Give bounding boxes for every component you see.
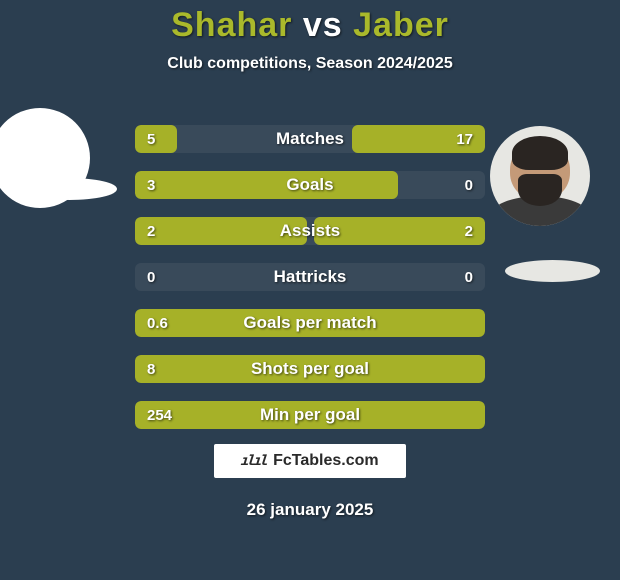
- title-player2: Jaber: [353, 6, 449, 44]
- title-player1: Shahar: [171, 6, 292, 44]
- comparison-bars: 517Matches 30Goals 22Assists 00Hattricks 0.6…: [135, 125, 485, 447]
- player2-avatar: [490, 126, 590, 226]
- bar-row: 254Min per goal: [135, 401, 485, 429]
- bar-row: 517Matches: [135, 125, 485, 153]
- bar-row: 0.6Goals per match: [135, 309, 485, 337]
- bar-label: Shots per goal: [135, 355, 485, 383]
- source-badge: ılıl FcTables.com: [214, 444, 406, 478]
- date: 26 january 2025: [0, 500, 620, 520]
- chart-icon: ılıl: [241, 453, 268, 469]
- bar-row: 22Assists: [135, 217, 485, 245]
- bar-label: Matches: [135, 125, 485, 153]
- title: Shahar vs Jaber: [0, 0, 620, 45]
- subtitle: Club competitions, Season 2024/2025: [0, 55, 620, 73]
- bar-label: Goals per match: [135, 309, 485, 337]
- bar-row: 30Goals: [135, 171, 485, 199]
- bar-label: Min per goal: [135, 401, 485, 429]
- bar-label: Assists: [135, 217, 485, 245]
- player2-shadow: [505, 260, 600, 282]
- title-vs: vs: [303, 6, 343, 44]
- bar-label: Hattricks: [135, 263, 485, 291]
- source-text: FcTables.com: [273, 452, 379, 470]
- avatar-beard: [518, 174, 562, 206]
- bar-row: 8Shots per goal: [135, 355, 485, 383]
- player1-shadow: [22, 178, 117, 200]
- bar-label: Goals: [135, 171, 485, 199]
- bar-row: 00Hattricks: [135, 263, 485, 291]
